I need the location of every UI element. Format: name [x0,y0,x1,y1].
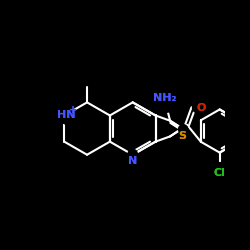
Circle shape [58,107,75,124]
Text: N: N [128,156,137,166]
Circle shape [157,94,176,112]
Text: HN: HN [56,110,75,120]
Text: S: S [178,131,186,141]
Text: O: O [196,103,206,113]
Text: +: + [70,105,78,115]
Circle shape [128,149,137,158]
Text: Cl: Cl [214,168,226,178]
Text: S: S [178,131,186,141]
Text: +: + [70,105,78,115]
Circle shape [192,103,202,113]
Text: NH₂: NH₂ [153,93,176,103]
Circle shape [178,125,188,134]
Circle shape [214,162,226,175]
Text: NH₂: NH₂ [153,93,176,103]
Text: HN: HN [56,110,75,120]
Text: N: N [128,156,137,166]
Text: O: O [196,103,206,113]
Text: Cl: Cl [214,168,226,178]
